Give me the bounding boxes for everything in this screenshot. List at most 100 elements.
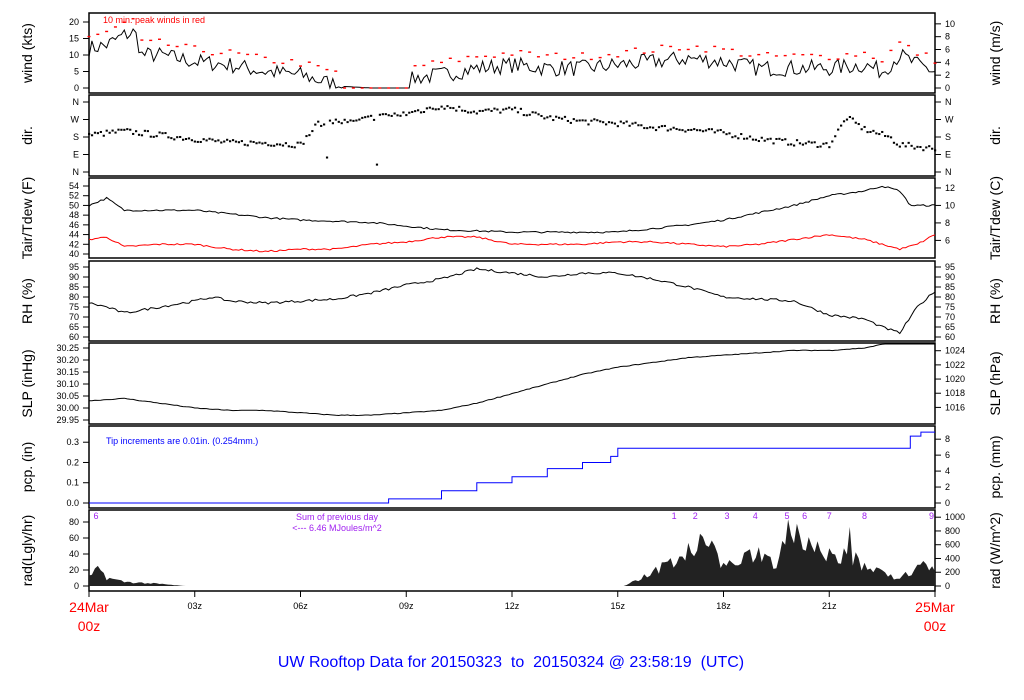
direction-point bbox=[831, 140, 834, 143]
y-axis-label-right: RH (%) bbox=[987, 278, 1003, 324]
y-axis-label-right: pcp. (mm) bbox=[987, 436, 1003, 499]
y-tick-label: 30.25 bbox=[56, 343, 79, 353]
direction-point bbox=[96, 132, 100, 135]
direction-point bbox=[734, 135, 737, 138]
direction-point bbox=[566, 119, 570, 122]
direction-point bbox=[399, 114, 402, 117]
direction-point bbox=[170, 137, 173, 140]
y-tick-label-right: 600 bbox=[945, 540, 960, 550]
y-tick-label-right: W bbox=[945, 115, 954, 125]
y-tick-label: 29.95 bbox=[56, 415, 79, 425]
direction-point bbox=[217, 139, 220, 142]
direction-point bbox=[158, 131, 161, 134]
direction-point bbox=[372, 118, 376, 121]
direction-point bbox=[690, 128, 693, 131]
panel-frame bbox=[88, 260, 936, 342]
direction-point bbox=[787, 143, 790, 146]
y-tick-label: 40 bbox=[69, 549, 79, 559]
direction-point bbox=[167, 136, 170, 139]
direction-point bbox=[296, 141, 299, 144]
y-tick-label-right: 4 bbox=[945, 466, 950, 476]
direction-point bbox=[511, 108, 514, 111]
direction-point bbox=[558, 116, 561, 119]
annotation: Sum of previous day bbox=[296, 512, 379, 522]
direction-point bbox=[267, 144, 270, 147]
precip-line bbox=[89, 431, 935, 504]
direction-point bbox=[287, 145, 290, 148]
direction-point bbox=[358, 118, 361, 121]
direction-point bbox=[123, 128, 126, 131]
direction-point bbox=[840, 124, 843, 127]
y-axis-label: RH (%) bbox=[19, 278, 35, 324]
Tdew-line bbox=[88, 234, 936, 253]
direction-point bbox=[834, 135, 837, 138]
direction-point bbox=[663, 124, 666, 127]
direction-point bbox=[681, 129, 684, 132]
direction-point bbox=[725, 133, 728, 136]
direction-point bbox=[387, 114, 390, 117]
direction-point bbox=[258, 141, 261, 144]
y-tick-label: 95 bbox=[69, 262, 79, 272]
direction-point bbox=[763, 139, 766, 142]
direction-point bbox=[229, 140, 232, 143]
direction-point bbox=[813, 141, 816, 144]
hour-mark: 4 bbox=[753, 511, 758, 521]
panel-frame bbox=[88, 425, 936, 509]
direction-point bbox=[343, 118, 346, 121]
direction-point bbox=[748, 135, 752, 138]
direction-point bbox=[108, 131, 111, 134]
direction-point bbox=[851, 117, 854, 120]
direction-point bbox=[704, 129, 708, 132]
direction-point bbox=[798, 142, 802, 145]
y-axis-label-right: SLP (hPa) bbox=[987, 351, 1003, 415]
direction-point bbox=[675, 128, 678, 131]
direction-point bbox=[687, 128, 690, 131]
direction-point bbox=[146, 130, 149, 133]
direction-point bbox=[637, 124, 640, 127]
direction-point bbox=[246, 144, 249, 147]
direction-point bbox=[666, 129, 669, 132]
direction-point bbox=[205, 139, 208, 142]
direction-point bbox=[801, 143, 805, 146]
direction-point bbox=[249, 140, 252, 143]
y-tick-label: 5 bbox=[74, 67, 79, 77]
direction-point bbox=[370, 114, 373, 117]
direction-point bbox=[884, 135, 887, 138]
hour-mark: 6 bbox=[94, 511, 99, 521]
direction-point bbox=[99, 130, 102, 133]
direction-point bbox=[857, 123, 860, 126]
y-tick-label-right: 1016 bbox=[945, 402, 965, 412]
y-tick-label-right: 4 bbox=[945, 57, 950, 67]
direction-point bbox=[173, 138, 176, 141]
direction-point bbox=[240, 140, 243, 143]
direction-point bbox=[907, 141, 910, 144]
direction-point bbox=[713, 131, 716, 134]
y-tick-label-right: 400 bbox=[945, 553, 960, 563]
direction-point bbox=[120, 128, 123, 131]
direction-point bbox=[916, 145, 919, 148]
direction-point bbox=[355, 119, 358, 122]
direction-point bbox=[869, 130, 872, 133]
direction-point bbox=[543, 117, 546, 120]
direction-point bbox=[422, 111, 426, 114]
direction-point bbox=[284, 142, 288, 145]
direction-point bbox=[243, 143, 246, 146]
y-tick-label-right: 10 bbox=[945, 200, 955, 210]
direction-point bbox=[293, 146, 296, 149]
direction-point bbox=[226, 138, 229, 141]
direction-point bbox=[684, 130, 687, 133]
direction-point bbox=[563, 115, 567, 118]
direction-point bbox=[455, 109, 458, 112]
direction-point bbox=[640, 124, 643, 127]
y-tick-label: S bbox=[73, 132, 79, 142]
direction-point bbox=[810, 141, 813, 144]
direction-point bbox=[743, 137, 746, 140]
direction-point bbox=[546, 116, 549, 119]
direction-point bbox=[596, 119, 599, 122]
annotation: <--- 6.46 MJoules/m^2 bbox=[292, 523, 382, 533]
direction-point bbox=[522, 114, 525, 117]
direction-point bbox=[860, 128, 863, 131]
direction-point bbox=[443, 107, 446, 110]
